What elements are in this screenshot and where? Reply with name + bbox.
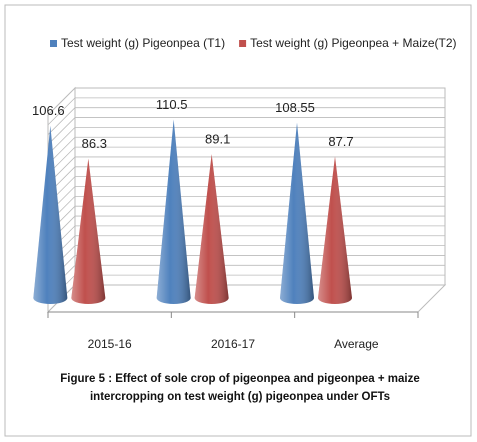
cone-shade [71, 158, 106, 304]
data-label: 110.5 [156, 97, 188, 112]
caption: Figure 5 : Effect of sole crop of pigeon… [60, 373, 420, 403]
data-label: 106.6 [32, 103, 65, 118]
data-label: 87.7 [328, 134, 353, 149]
cone-shade [194, 154, 229, 304]
grid-line [47, 156, 445, 185]
cone-shade [33, 125, 68, 304]
grid-line [47, 127, 445, 155]
grid-line [47, 97, 445, 126]
legend-label: Test weight (g) Pigeonpea + Maize(T2) [250, 36, 456, 50]
cone-shade [318, 156, 352, 304]
plot-floor [46, 284, 447, 313]
legend-label: Test weight (g) Pigeonpea (T1) [61, 36, 225, 50]
grid-line [47, 107, 445, 135]
data-label: 86.3 [82, 136, 107, 151]
grid-line [47, 136, 445, 165]
grid-line [47, 166, 445, 195]
grid-line [47, 117, 445, 145]
legend-swatch [239, 40, 247, 47]
x-tick-label: 2016-17 [211, 337, 255, 351]
legend-swatch [50, 40, 57, 47]
cone-shade [156, 119, 191, 304]
data-label: 108.55 [275, 100, 315, 115]
x-tick-label: Average [334, 337, 379, 351]
data-label: 89.1 [205, 132, 230, 147]
chart-border [4, 4, 472, 437]
cone-shade [280, 122, 314, 305]
grid-line [47, 146, 445, 175]
x-tick-label: 2015-16 [88, 337, 132, 351]
